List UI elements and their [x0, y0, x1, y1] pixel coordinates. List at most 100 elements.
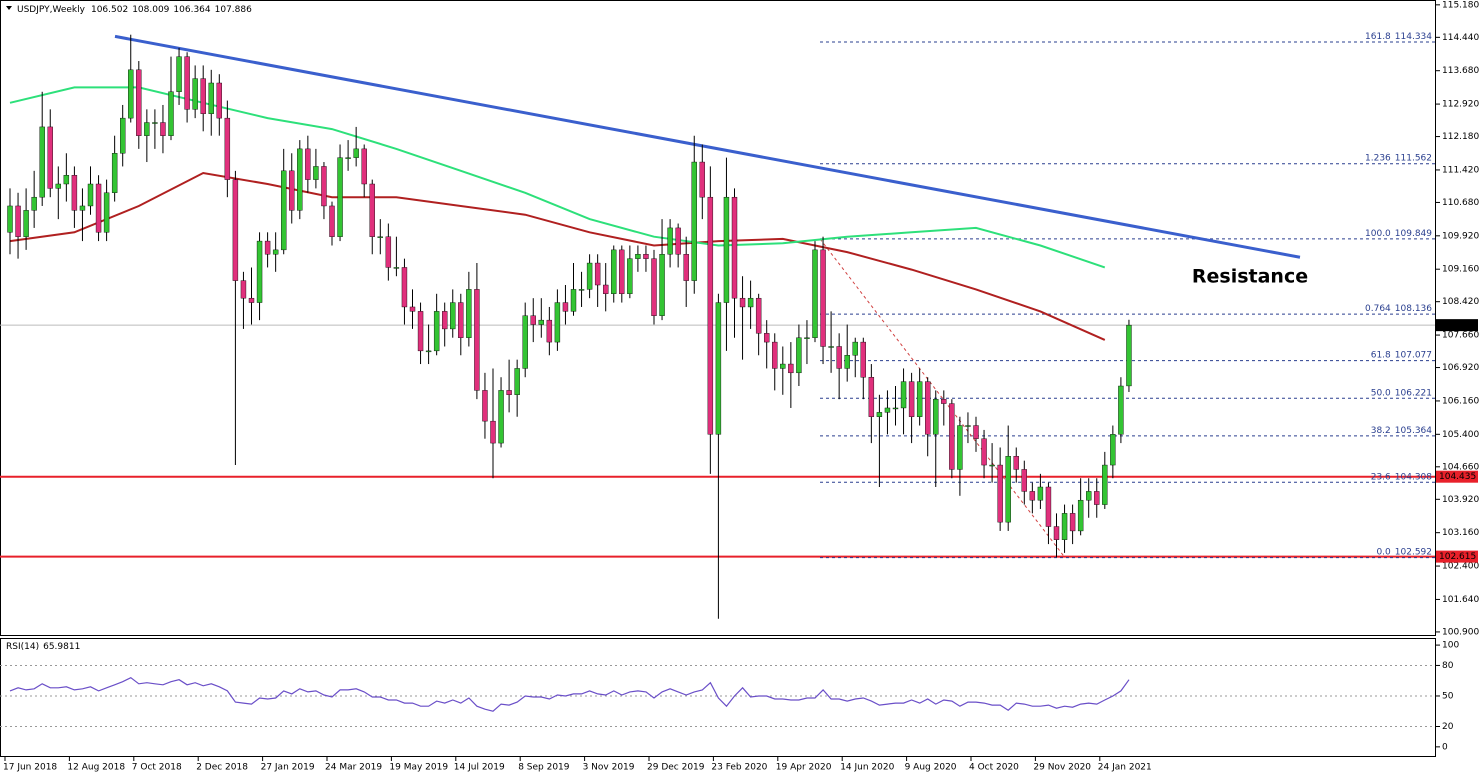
candle-body — [780, 363, 786, 369]
candle-body — [15, 205, 21, 237]
fib-label: 0.0 102.592 — [1376, 547, 1432, 557]
fib-price: 102.592 — [1395, 547, 1432, 557]
candle-body — [192, 78, 198, 110]
candle-body — [71, 175, 78, 211]
candle-body — [683, 254, 689, 281]
candle-body — [136, 69, 142, 136]
y-tick-label: 105.400 — [1442, 430, 1479, 440]
rsi-name: RSI(14) — [6, 642, 39, 652]
candle-body — [957, 425, 963, 470]
candle-body — [272, 249, 279, 255]
y-tick-label: 100.900 — [1442, 627, 1479, 637]
fib-level: 1.236 — [1365, 153, 1391, 163]
candle-body — [772, 341, 778, 369]
candle-body — [627, 258, 633, 294]
candle-body — [176, 56, 182, 92]
fib-price: 114.334 — [1395, 31, 1432, 41]
candle-body — [1118, 385, 1124, 435]
candle-body — [393, 267, 400, 269]
x-tick-label: 27 Jan 2019 — [261, 763, 315, 773]
candle-body — [973, 425, 979, 439]
candle-body — [353, 148, 359, 158]
candle-body — [514, 368, 520, 395]
y-tick-label: 101.640 — [1442, 595, 1479, 605]
fib-price: 105.364 — [1395, 425, 1432, 435]
candle-body — [691, 161, 697, 281]
fib-level: 0.764 — [1365, 304, 1391, 314]
candle-body — [361, 148, 367, 185]
candle-body — [47, 126, 53, 189]
y-tick-label: 103.920 — [1442, 495, 1479, 505]
candle-body — [925, 381, 931, 435]
rsi-line — [9, 676, 1130, 712]
y-tick-label: 103.160 — [1442, 528, 1479, 538]
rsi-tick-label: 20 — [1442, 722, 1454, 732]
x-tick-label: 12 Aug 2018 — [67, 763, 125, 773]
trendline — [114, 34, 1301, 259]
candle-body — [675, 227, 681, 255]
candle-body — [941, 398, 947, 404]
candle-body — [281, 170, 287, 251]
candle-body — [369, 183, 375, 237]
candle-body — [651, 258, 657, 316]
candle-body — [79, 205, 86, 211]
x-tick-label: 7 Oct 2018 — [132, 763, 182, 773]
candle-body — [1013, 456, 1019, 470]
candle-body — [1045, 486, 1052, 527]
candle-body — [1021, 469, 1027, 492]
fib-level: 61.8 — [1371, 350, 1391, 360]
fib-label: 161.8 114.334 — [1365, 31, 1432, 41]
candle-body — [699, 161, 705, 198]
candle-body — [1126, 324, 1132, 387]
candle-body — [562, 302, 569, 312]
candle-body — [603, 284, 609, 294]
x-tick-label: 19 Apr 2020 — [776, 763, 832, 773]
candle-body — [232, 179, 239, 281]
candle-body — [796, 337, 802, 374]
candle-body — [949, 403, 955, 470]
candle-body — [498, 390, 504, 444]
candle-body — [707, 196, 714, 435]
candle-body — [442, 311, 448, 330]
y-tick-label: 107.660 — [1442, 331, 1479, 341]
chart-header: USDJPY,Weekly 106.502 108.009 106.364 107.88… — [17, 5, 252, 15]
candle-body — [377, 236, 383, 238]
candle-body — [997, 464, 1003, 523]
fib-label: 23.6 104.308 — [1371, 472, 1433, 482]
candle-body — [820, 249, 826, 347]
symbol-icon — [6, 6, 12, 10]
fib-label: 38.2 105.364 — [1371, 425, 1433, 435]
x-tick-label: 14 Jul 2019 — [454, 763, 505, 773]
candle-body — [482, 390, 488, 422]
candle-body — [989, 464, 995, 467]
annotation: Resistance — [1192, 266, 1308, 288]
x-tick-label: 3 Nov 2019 — [583, 763, 635, 773]
y-tick-label: 104.660 — [1442, 462, 1479, 472]
candle-body — [474, 289, 480, 391]
candle-body — [619, 249, 625, 294]
candle-body — [385, 236, 392, 268]
candle-body — [224, 117, 231, 180]
symbol: USDJPY,Weekly — [17, 5, 86, 15]
candle-body — [95, 183, 102, 233]
candle-body — [981, 438, 987, 466]
fib-price: 111.562 — [1395, 153, 1432, 163]
fib-price: 109.849 — [1395, 228, 1432, 238]
fib-level: 38.2 — [1371, 425, 1391, 435]
candle-body — [240, 280, 247, 299]
x-tick-label: 29 Dec 2019 — [647, 763, 705, 773]
candle-body — [337, 157, 343, 237]
rsi-tick-label: 100 — [1442, 641, 1459, 651]
candle-body — [144, 122, 150, 136]
x-tick-label: 2 Dec 2018 — [196, 763, 248, 773]
candle-body — [160, 122, 166, 136]
candle-body — [578, 289, 585, 291]
candle-body — [731, 196, 738, 299]
candle-body — [417, 311, 424, 352]
candle-body — [554, 302, 561, 343]
rsi-tick-label: 0 — [1442, 742, 1448, 752]
candle-body — [256, 240, 263, 303]
candle-body — [1053, 526, 1060, 540]
fib-level: 50.0 — [1371, 388, 1391, 398]
